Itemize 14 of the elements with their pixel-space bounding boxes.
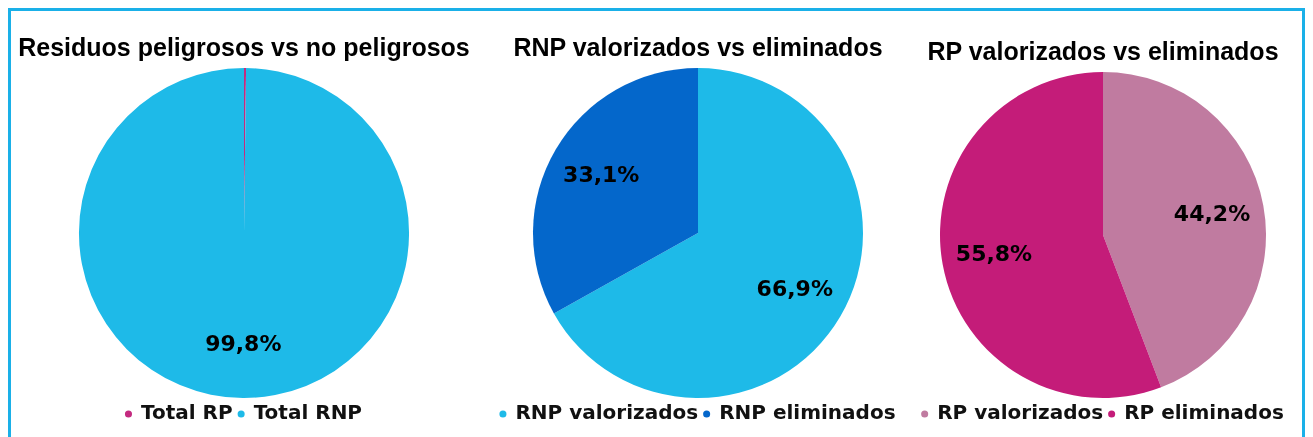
legend-label: Total RNP [253, 400, 363, 425]
data-label: 44,2% [1173, 200, 1251, 226]
data-label: 33,1% [563, 161, 640, 187]
legend-label: RP valorizados [937, 400, 1104, 425]
chart-title: Residuos peligrosos vs no peligrosos [18, 32, 470, 61]
data-label: 99,8% [205, 330, 282, 356]
data-label: 55,8% [955, 240, 1033, 266]
legend-label: RP eliminados [1124, 400, 1284, 425]
legend-label: RNP valorizados [515, 400, 699, 425]
legend-label: RNP eliminados [719, 400, 896, 425]
legend-label: Total RP [140, 400, 233, 425]
data-label: 66,9% [756, 275, 833, 301]
chart-title: RNP valorizados vs eliminados [513, 32, 883, 61]
chart-title: RP valorizados vs eliminados [927, 36, 1279, 65]
